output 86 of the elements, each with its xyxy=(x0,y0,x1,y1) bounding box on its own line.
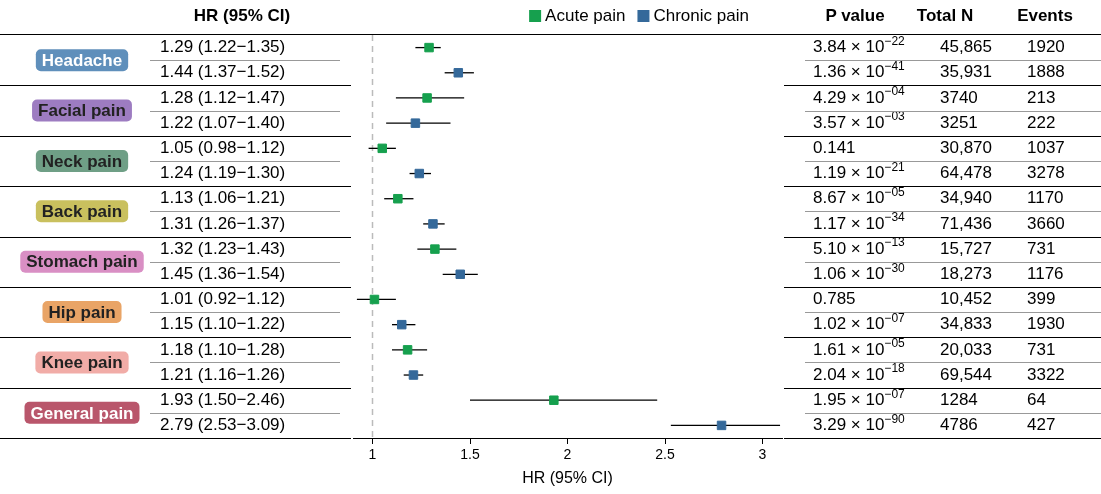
text: 3278 xyxy=(1027,163,1065,183)
x-tick-label: 1 xyxy=(368,446,377,463)
y-tick-label: 1.44 (1.37−1.52) xyxy=(160,62,286,82)
text: 34,940 xyxy=(940,188,992,208)
text: 30,870 xyxy=(940,138,992,158)
text: 1930 xyxy=(1027,314,1065,334)
text: Hip pain xyxy=(48,302,116,322)
text: 0.785 xyxy=(813,289,856,309)
text: 1920 xyxy=(1027,37,1065,57)
text: Total N xyxy=(916,5,974,25)
legend-label: Acute pain xyxy=(545,5,626,25)
text: 10,452 xyxy=(940,289,992,309)
text: 399 xyxy=(1027,289,1056,309)
text: Stomach pain xyxy=(26,252,138,272)
text: 71,436 xyxy=(940,213,992,233)
point xyxy=(397,319,407,330)
text: HR (95% CI) xyxy=(193,5,291,25)
text: 213 xyxy=(1027,87,1056,107)
point xyxy=(430,244,440,254)
text: 1170 xyxy=(1027,188,1064,208)
y-tick-label: 1.32 (1.23−1.43) xyxy=(160,238,286,258)
x-axis-title: HR (95% CI) xyxy=(522,468,613,486)
text: 45,865 xyxy=(940,37,992,57)
y-tick-label: 1.29 (1.22−1.35) xyxy=(160,37,286,57)
x-tick-label: 1.5 xyxy=(460,446,480,463)
x-tick-label: 3 xyxy=(758,446,767,463)
text: Facial pain xyxy=(38,101,126,121)
point xyxy=(393,193,403,204)
point xyxy=(408,370,419,380)
text: Events xyxy=(1017,5,1073,25)
point xyxy=(377,143,387,154)
y-tick-label: 1.24 (1.19−1.30) xyxy=(160,163,286,183)
text: 3251 xyxy=(940,112,978,132)
text: 35,931 xyxy=(940,62,992,82)
text: 64,478 xyxy=(940,163,992,183)
text: Knee pain xyxy=(41,353,123,373)
text: 427 xyxy=(1027,415,1056,435)
text: 3660 xyxy=(1027,213,1065,233)
y-tick-label: 1.21 (1.16−1.26) xyxy=(160,364,286,384)
text: 1284 xyxy=(940,389,978,409)
y-tick-label: 1.18 (1.10−1.28) xyxy=(160,339,286,359)
point xyxy=(716,420,727,431)
point xyxy=(414,168,425,179)
point xyxy=(369,294,380,305)
y-tick-label: 1.45 (1.36−1.54) xyxy=(160,263,286,283)
y-tick-label: 1.22 (1.07−1.40) xyxy=(160,112,286,132)
text: 0.141 xyxy=(813,138,856,158)
text: 1176 xyxy=(1027,263,1064,283)
text: Headache xyxy=(41,50,123,70)
text: 222 xyxy=(1027,112,1056,132)
text: 1888 xyxy=(1027,62,1065,82)
x-tick-label: 2.5 xyxy=(655,446,675,463)
point xyxy=(410,118,421,128)
y-tick-label: 1.15 (1.10−1.22) xyxy=(160,314,286,334)
y-tick-label: 1.31 (1.26−1.37) xyxy=(160,213,286,233)
point xyxy=(453,68,464,78)
y-tick-label: 1.01 (0.92−1.12) xyxy=(160,289,286,309)
text: Neck pain xyxy=(41,151,123,171)
text: 15,727 xyxy=(940,238,992,258)
point xyxy=(455,269,465,280)
text: 4786 xyxy=(940,415,978,435)
y-tick-label: 2.79 (2.53−3.09) xyxy=(160,415,286,435)
text: 3322 xyxy=(1027,364,1065,384)
point xyxy=(422,93,432,103)
text: General pain xyxy=(30,403,134,423)
text: 64 xyxy=(1027,389,1046,409)
text: 731 xyxy=(1027,238,1056,258)
x-tick-label: 2 xyxy=(563,446,572,463)
text: Back pain xyxy=(41,202,123,221)
text: 3740 xyxy=(940,87,978,107)
y-tick-label: 1.28 (1.12−1.47) xyxy=(160,87,286,107)
text: 34,833 xyxy=(940,314,992,334)
text: 1037 xyxy=(1027,138,1065,158)
point xyxy=(402,345,413,355)
point xyxy=(424,42,434,53)
point xyxy=(428,219,438,229)
y-tick-label: 1.13 (1.06−1.21) xyxy=(160,188,286,208)
text: 18,273 xyxy=(940,263,992,283)
y-tick-label: 1.93 (1.50−2.46) xyxy=(160,389,286,409)
point xyxy=(549,395,559,405)
text: P value xyxy=(825,5,885,25)
legend-label: Chronic pain xyxy=(653,5,749,25)
text: 20,033 xyxy=(940,339,992,359)
text: 69,544 xyxy=(940,364,992,384)
y-tick-label: 1.05 (0.98−1.12) xyxy=(160,138,286,158)
text: 731 xyxy=(1027,339,1056,359)
